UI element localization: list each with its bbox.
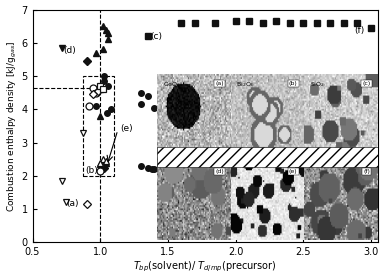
Y-axis label: Combustion enthalpy density [kJ/g$_{gas}$]: Combustion enthalpy density [kJ/g$_{gas}… xyxy=(5,40,18,212)
Text: (f): (f) xyxy=(355,26,365,35)
Text: (b): (b) xyxy=(85,166,98,175)
Bar xyxy=(83,76,114,176)
X-axis label: $T_{bp}$(solvent)/ $T_{d/mp}$(precursor): $T_{bp}$(solvent)/ $T_{d/mp}$(precursor) xyxy=(133,260,277,274)
Text: (d): (d) xyxy=(64,46,77,55)
Text: (e): (e) xyxy=(121,124,133,133)
Text: (a): (a) xyxy=(66,199,79,208)
Text: (c): (c) xyxy=(150,32,162,41)
